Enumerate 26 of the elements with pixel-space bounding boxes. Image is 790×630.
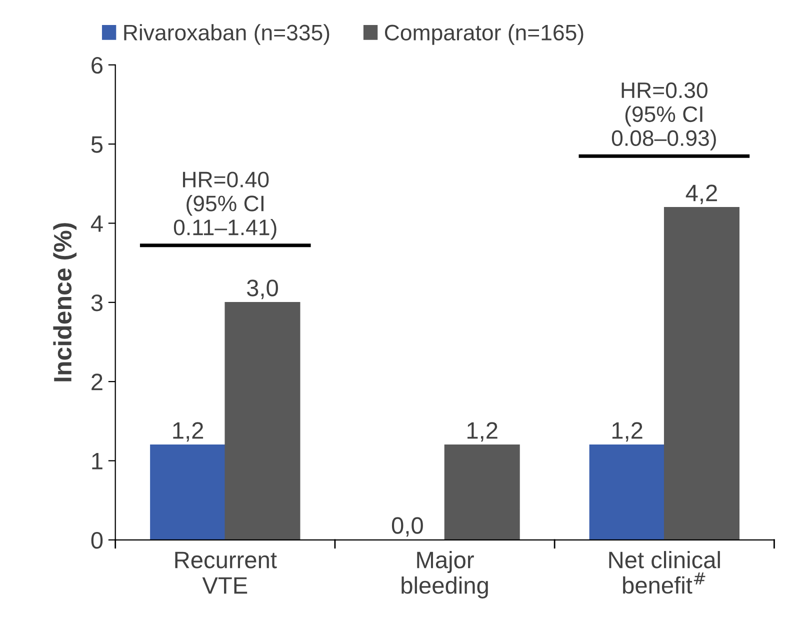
x-tick-label: Major bleeding xyxy=(402,551,488,598)
bar xyxy=(224,302,300,540)
y-axis-title: Incidence (%) xyxy=(53,223,77,382)
legend-label: Rivaroxaban (n=335) xyxy=(124,24,330,45)
data-label: 3,0 xyxy=(246,280,278,300)
y-tick-label: 0 xyxy=(91,532,103,549)
annotation: HR=0.30 (95% CI 0.08–0.93) xyxy=(612,82,716,150)
y-tick-label: 4 xyxy=(90,216,103,232)
y-tick-label: 5 xyxy=(91,136,103,153)
data-label: 1,2 xyxy=(612,422,642,442)
annotation: HR=0.40 (95% CI 0.11–1.41) xyxy=(174,172,276,240)
data-label: 1,2 xyxy=(173,422,204,442)
y-tick-label: 2 xyxy=(92,374,102,390)
data-label: 4,2 xyxy=(686,184,717,204)
legend-label: Comparator (n=165) xyxy=(384,24,584,45)
x-tick-label: Net clinical benefit$^{#}$ xyxy=(609,551,720,594)
y-tick-label: 6 xyxy=(92,56,102,74)
bar xyxy=(444,444,520,540)
data-label: 1,2 xyxy=(467,422,498,442)
y-tick-label: 3 xyxy=(91,294,102,312)
bar xyxy=(150,444,226,540)
bar xyxy=(589,444,665,540)
bar xyxy=(664,206,740,540)
y-tick-label: 1 xyxy=(92,453,102,470)
x-tick-label: Recurrent VTE xyxy=(175,552,277,594)
data-label: 0,0 xyxy=(392,517,423,537)
